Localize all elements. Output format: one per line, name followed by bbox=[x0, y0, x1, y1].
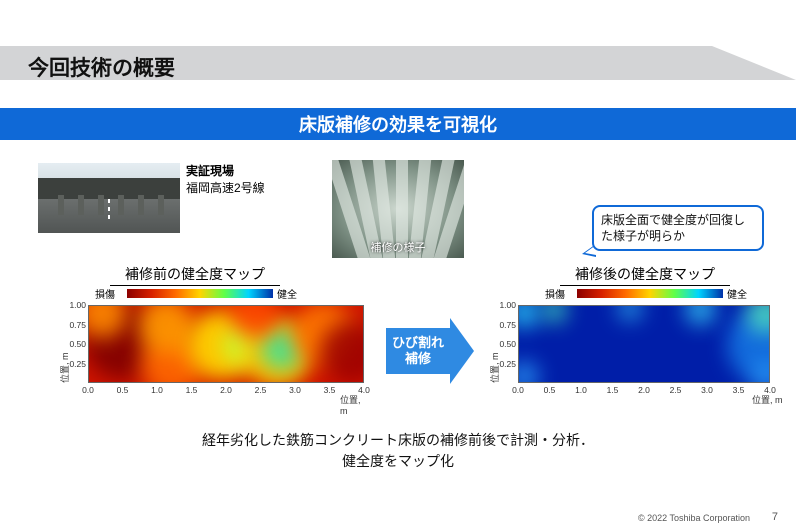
repair-photo-caption: 補修の様子 bbox=[332, 239, 464, 255]
before-map-wrap: 位置, m 位置, m 0.250.500.751.000.00.51.01.5… bbox=[60, 305, 368, 405]
caption-line2: 健全度をマップ化 bbox=[342, 453, 454, 469]
before-xlabel: 位置, m bbox=[340, 393, 368, 416]
repair-photo: 補修の様子 bbox=[332, 160, 464, 258]
footer-copyright: © 2022 Toshiba Corporation bbox=[638, 513, 750, 523]
before-heatmap bbox=[88, 305, 364, 383]
page-title: 今回技術の概要 bbox=[28, 52, 175, 82]
after-map-title: 補修後の健全度マップ bbox=[560, 264, 730, 286]
subtitle-band: 床版補修の効果を可視化 bbox=[0, 108, 796, 140]
slide-root: { "title": "今回技術の概要", "subtitle": "床版補修の… bbox=[0, 0, 796, 531]
arrow: ひび割れ補修 bbox=[386, 328, 450, 374]
callout: 床版全面で健全度が回復した様子が明らか bbox=[592, 205, 764, 251]
title-band-notch bbox=[712, 46, 796, 80]
before-map-title: 補修前の健全度マップ bbox=[110, 264, 280, 286]
arrow-text: ひび割れ補修 bbox=[392, 335, 444, 366]
arrow-head bbox=[450, 318, 474, 384]
site-photo bbox=[38, 163, 180, 233]
site-label-bold: 実証現場 bbox=[186, 164, 234, 178]
after-legend: 損傷健全 bbox=[545, 287, 755, 299]
subtitle-text: 床版補修の効果を可視化 bbox=[299, 111, 497, 137]
caption-line1: 経年劣化した鉄筋コンクリート床版の補修前後で計測・分析． bbox=[202, 432, 594, 448]
before-legend: 損傷健全 bbox=[95, 287, 305, 299]
caption: 経年劣化した鉄筋コンクリート床版の補修前後で計測・分析． 健全度をマップ化 bbox=[0, 430, 796, 472]
after-map-wrap: 位置, m 位置, m 0.250.500.751.000.00.51.01.5… bbox=[490, 305, 790, 405]
site-label-line: 福岡高速2号線 bbox=[186, 181, 265, 195]
after-heatmap bbox=[518, 305, 770, 383]
site-label: 実証現場 福岡高速2号線 bbox=[186, 163, 265, 197]
footer-page-number: 7 bbox=[772, 511, 778, 523]
